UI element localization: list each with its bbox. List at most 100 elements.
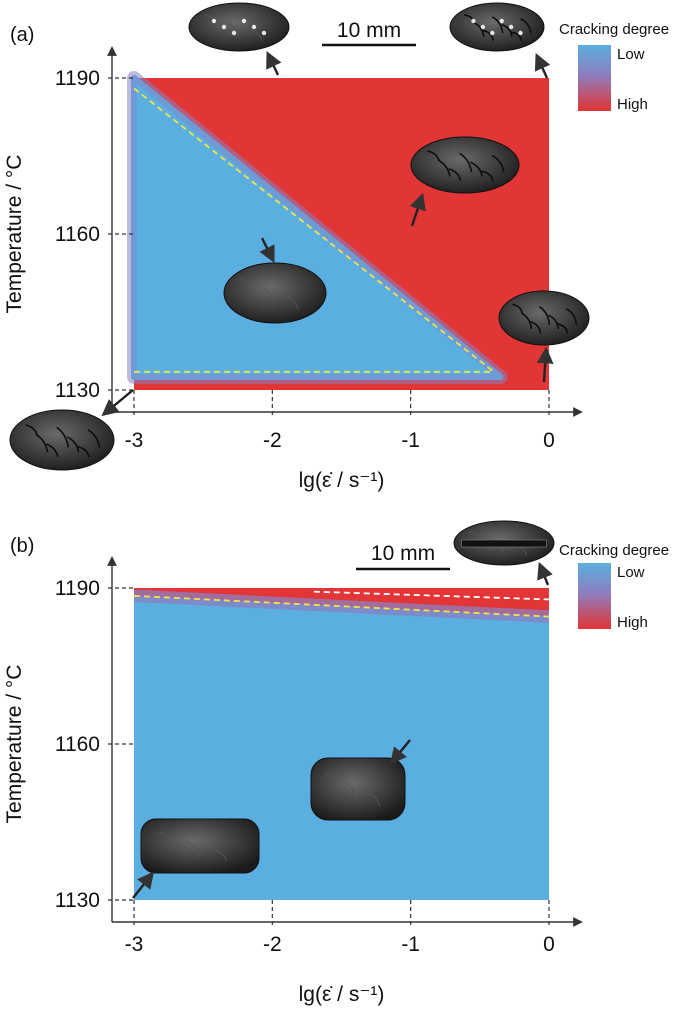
sample-image-lower-right	[498, 290, 590, 346]
sample-arrow	[534, 52, 551, 79]
sample-image-lower-right-crack	[557, 323, 569, 334]
y-tick-label: 1190	[55, 577, 100, 600]
low-crack-region	[131, 75, 504, 380]
sample-image-top-right-crack	[491, 16, 504, 34]
sample-image-top-right-highlight	[499, 18, 504, 24]
sample-image-top-right-highlight	[508, 24, 514, 30]
sample-image-center	[223, 262, 327, 324]
sample-image-bottom-left-crack	[46, 443, 59, 458]
sample-image-bottom-left-crack	[35, 433, 49, 453]
sample-image-right-mid-crack	[491, 154, 505, 173]
sample-image-center-body	[310, 757, 406, 821]
sample-image-lower-right-crack	[539, 305, 551, 325]
legend-low-label: Low	[617, 46, 645, 63]
chart-panel-a: -3 -2 -1 0 1130 1160 1190 lg(ε̇ / s⁻¹) Temperatu…	[3, 2, 669, 492]
sample-image-top-right-crack	[482, 29, 495, 41]
sample-image-right-mid-body	[410, 136, 520, 194]
sample-image-lower-left	[140, 818, 260, 874]
legend-low-label: Low	[617, 564, 645, 581]
sample-image-top-left	[188, 2, 290, 52]
panel-label: (a)	[10, 24, 34, 46]
sample-image-right-mid	[410, 136, 520, 194]
sample-arrow	[132, 871, 155, 899]
sample-arrow	[409, 192, 426, 227]
sample-arrow	[259, 237, 275, 264]
sample-image-top-right-crack	[520, 18, 532, 34]
sample-image-top-right-highlight	[471, 18, 476, 24]
sample-image-top-right	[449, 2, 545, 52]
y-tick-label: 1190	[55, 67, 100, 90]
legend-title: Cracking degree	[559, 21, 669, 38]
chart-panel-b: -3 -2 -1 0 1130 1160 1190 lg(ε̇ / s⁻¹) Temperatu…	[3, 520, 669, 1006]
sample-image-lower-right-crack	[530, 321, 542, 334]
sample-image-center-crack	[286, 296, 299, 311]
sample-image-right-mid-crack	[448, 168, 462, 182]
sample-image-lower-right-crack	[521, 312, 533, 330]
sample-image-top-right-crack-band	[461, 539, 547, 548]
y-tick-label: 1160	[55, 733, 100, 756]
sample-image-bottom-left-body	[9, 409, 115, 471]
sample-image-top-left-crack	[250, 29, 263, 41]
sample-image-top-left-body	[188, 2, 290, 52]
x-tick-label: 0	[543, 429, 555, 452]
sample-image-top-right-highlight	[490, 30, 495, 36]
y-tick-label: 1130	[55, 379, 100, 402]
sample-image-top-right-highlight	[480, 24, 486, 30]
sample-image-center-crack	[324, 773, 336, 785]
sample-image-top-right-crack	[473, 21, 485, 37]
sample-image-center-crack	[262, 287, 275, 306]
sample-image-top-right-highlight	[518, 30, 523, 36]
y-axis-title: Temperature / °C	[3, 155, 26, 314]
y-tick-label: 1160	[55, 223, 100, 246]
x-axis-title: lg(ε̇ / s⁻¹)	[299, 983, 385, 1006]
sample-image-lower-left-crack	[158, 832, 173, 843]
sample-image-bottom-left-crack	[56, 426, 70, 448]
sample-arrow	[266, 50, 282, 76]
x-tick-label: -3	[125, 933, 144, 956]
sample-image-lower-left-crack	[186, 840, 200, 858]
sample-image-top-right-crack	[468, 531, 481, 540]
sample-arrow	[389, 739, 411, 765]
sample-image-right-mid-crack	[470, 161, 484, 177]
scale-bar-label: 10 mm	[371, 542, 435, 565]
transition-zone	[134, 589, 549, 623]
sample-image-top-left-highlight	[261, 30, 267, 36]
sample-arrow	[536, 346, 554, 383]
sample-image-bottom-left-crack	[66, 436, 80, 453]
sample-image-center-crack	[239, 277, 252, 289]
sample-image-lower-right-crack	[566, 308, 578, 325]
x-tick-label: -2	[263, 933, 282, 956]
sample-image-right-mid-crack	[437, 159, 451, 177]
sample-image-center-crack	[368, 792, 380, 807]
sample-image-right-mid-crack	[459, 152, 473, 173]
legend-high-label: High	[617, 614, 648, 631]
x-tick-label: 0	[543, 933, 555, 956]
sample-image-top-right	[453, 520, 555, 566]
panel-label: (b)	[10, 535, 34, 557]
sample-image-bottom-left-crack	[87, 429, 101, 448]
sample-image-top-left-highlight	[211, 18, 217, 24]
sample-image-top-left-highlight	[241, 18, 247, 24]
sample-image-lower-right-crack	[548, 314, 560, 330]
y-tick-label: 1130	[55, 889, 100, 912]
legend-colorbar	[578, 45, 611, 111]
boundary-line-1	[133, 87, 495, 373]
x-tick-label: -2	[263, 429, 282, 452]
sample-image-center-crack	[346, 783, 358, 802]
y-axis-title: Temperature / °C	[3, 665, 26, 824]
legend-title: Cracking degree	[559, 542, 669, 559]
scale-bar-label: 10 mm	[337, 19, 401, 42]
sample-image-lower-left-body	[140, 818, 260, 874]
x-tick-label: -1	[401, 429, 420, 452]
sample-image-top-left-highlight	[251, 24, 257, 30]
sample-image-top-right-crack	[510, 31, 523, 41]
sample-image-center	[310, 757, 406, 821]
sample-arrow	[101, 389, 134, 417]
sample-image-right-mid-crack	[481, 170, 494, 182]
x-axis-title: lg(ε̇ / s⁻¹)	[299, 469, 385, 492]
sample-image-top-left-highlight	[231, 30, 237, 36]
legend-high-label: High	[617, 96, 648, 113]
sample-image-top-left-crack	[227, 22, 239, 37]
